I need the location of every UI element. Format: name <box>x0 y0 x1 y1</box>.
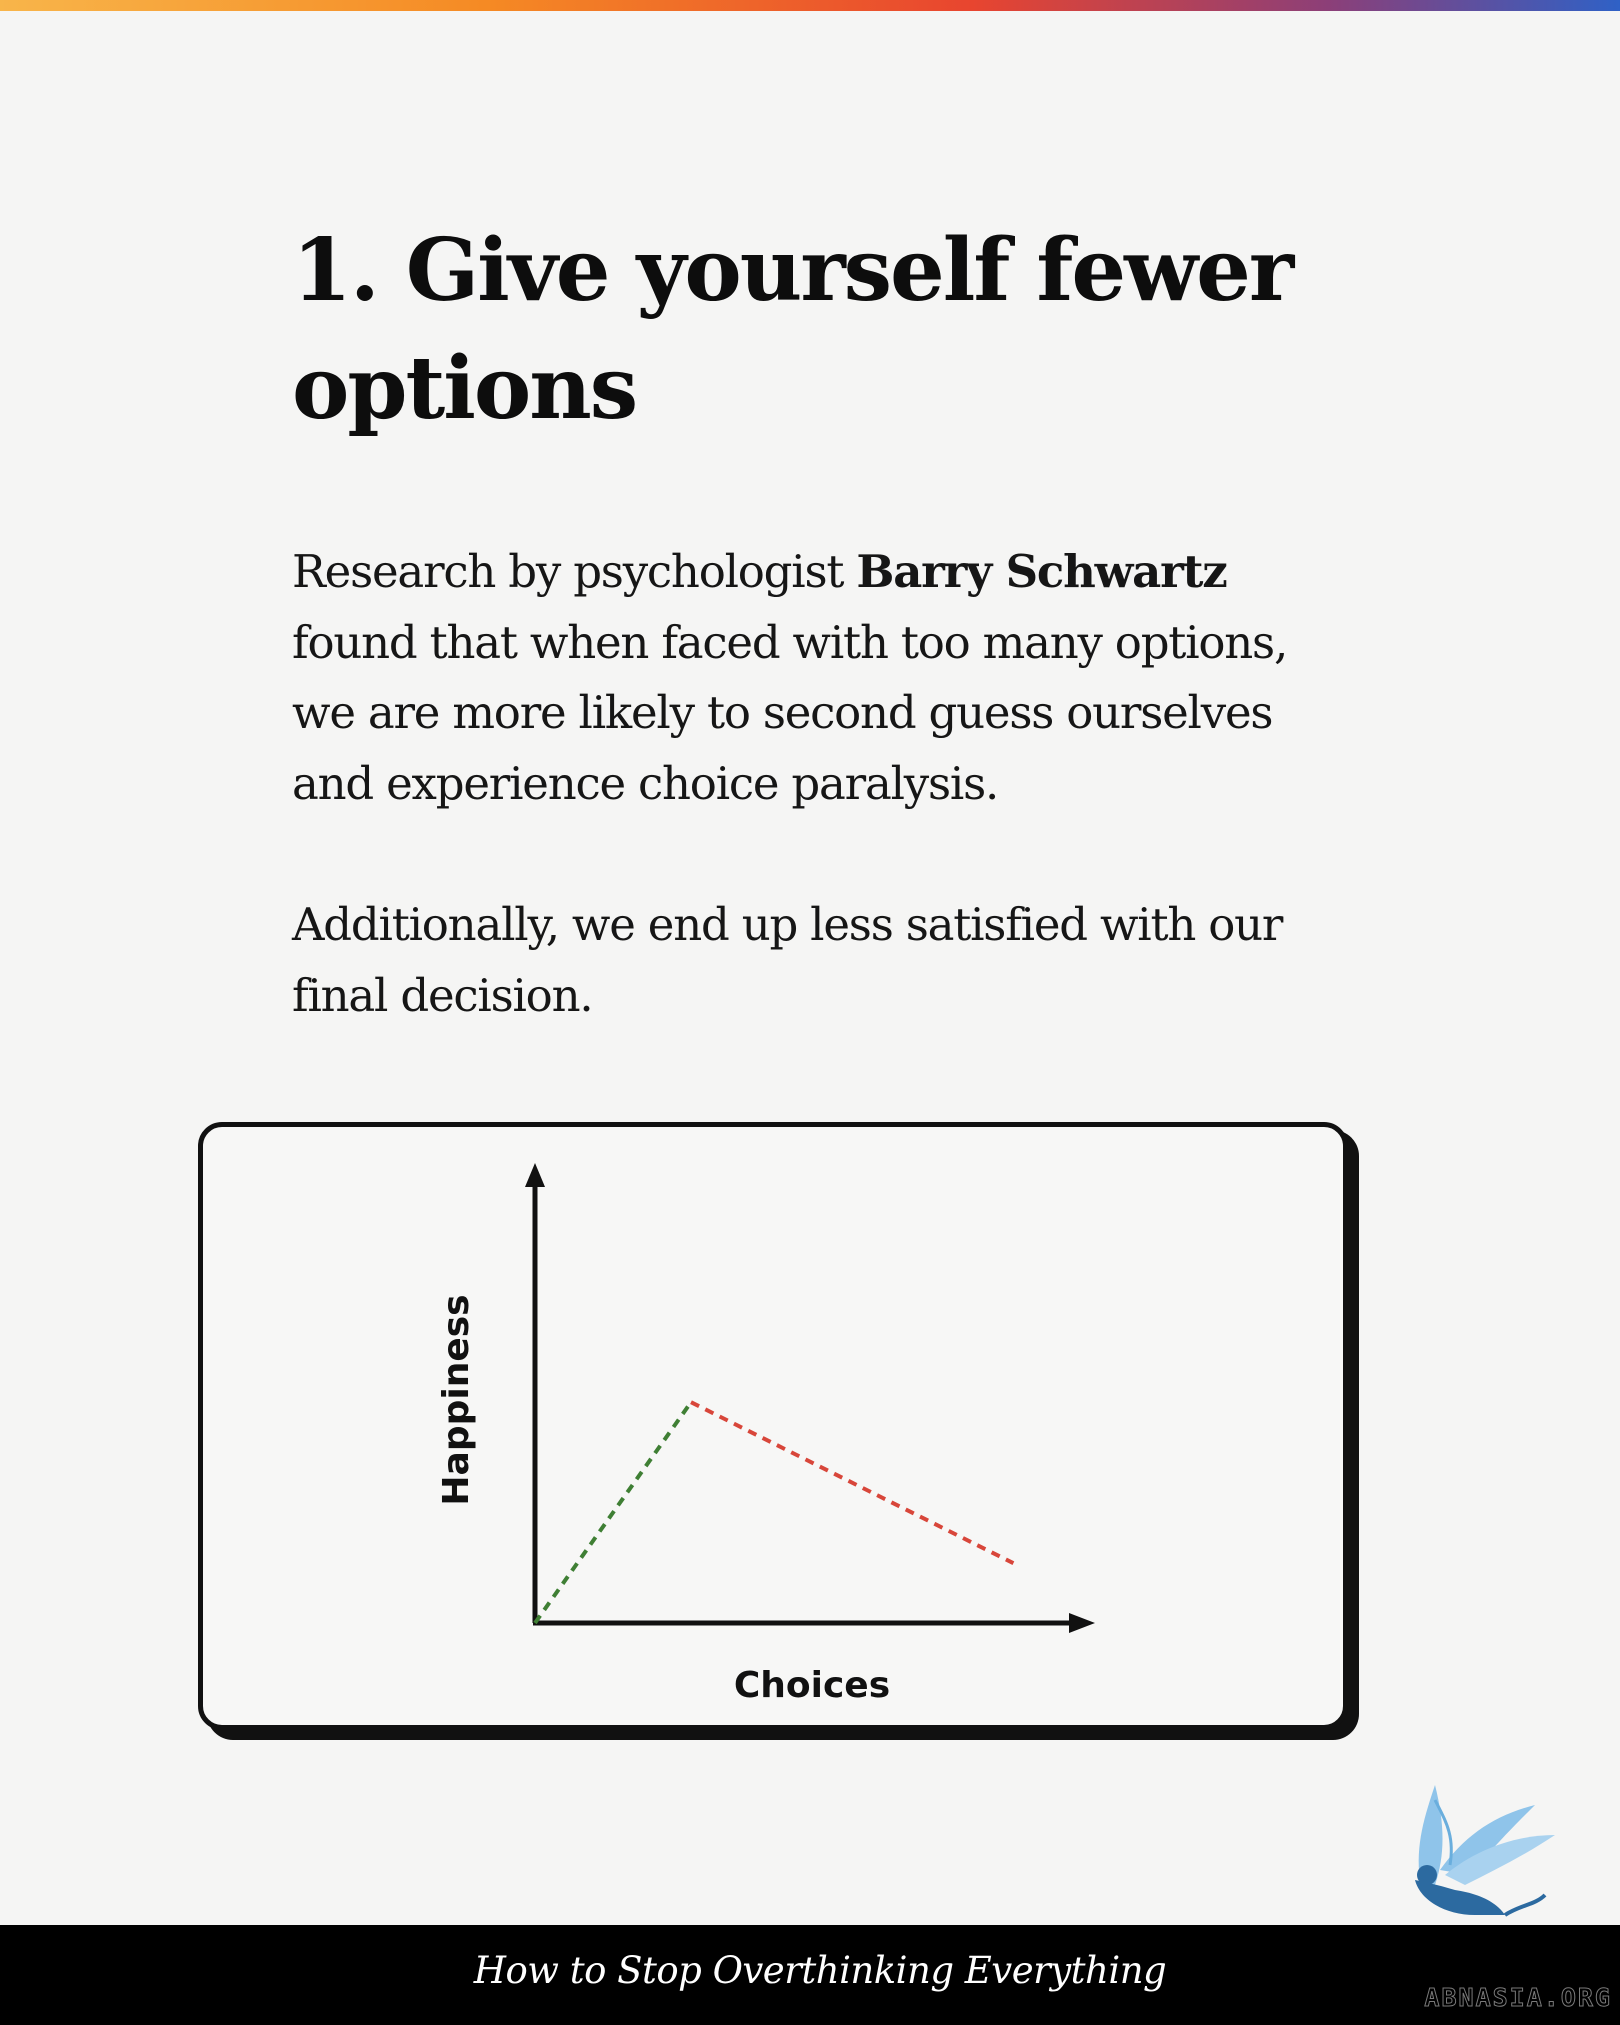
series-line-1 <box>533 1401 693 1625</box>
page-title: 1. Give yourself fewer options <box>292 220 1294 439</box>
paragraph-research-end: found that when faced with too many opti… <box>292 615 1288 810</box>
footer-bar: How to Stop Overthinking Everything ABNA… <box>0 1925 1620 2025</box>
griffin-logo-icon <box>1415 1785 1555 1917</box>
x-axis-label: Choices <box>734 1665 890 1706</box>
researcher-name: Barry Schwartz <box>856 545 1227 598</box>
top-gradient-bar <box>0 0 1620 11</box>
x-axis-arrowhead <box>1069 1613 1095 1633</box>
happiness-choices-chart: Choices Happiness <box>436 1163 1095 1706</box>
chart-card: Choices Happiness <box>198 1122 1348 1730</box>
y-axis-arrowhead <box>525 1163 545 1187</box>
y-axis-label: Happiness <box>436 1294 477 1505</box>
footer-title: How to Stop Overthinking Everything <box>473 1949 1167 1992</box>
paragraph-research: Research by psychologist Barry Schwartz … <box>292 537 1352 819</box>
series-line-2 <box>690 1400 1015 1565</box>
paragraph-research-start: Research by psychologist <box>292 545 857 598</box>
watermark-logo-text: ABNASIA.ORG <box>1424 1983 1612 2013</box>
paragraph-satisfaction: Additionally, we end up less satisfied w… <box>292 898 1283 1022</box>
